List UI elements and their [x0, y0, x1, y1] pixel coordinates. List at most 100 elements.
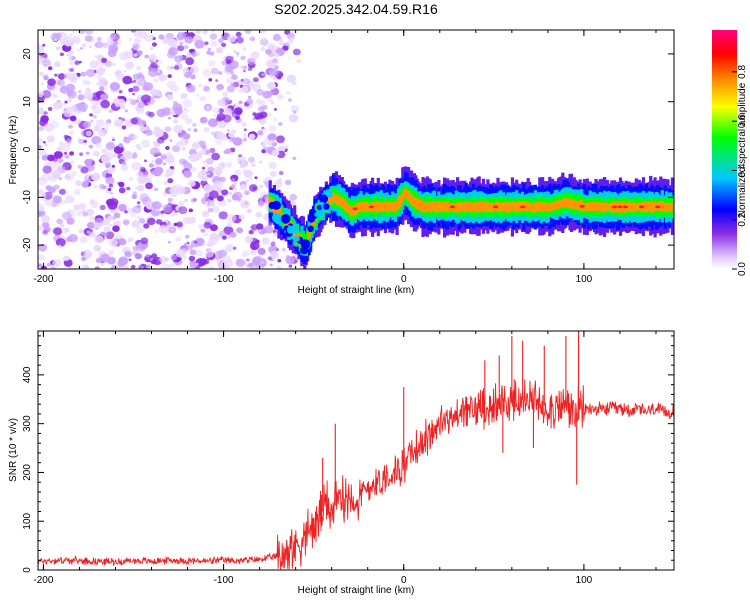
noise-blob: [190, 166, 197, 172]
noise-blob: [265, 90, 274, 97]
track-peak: [520, 205, 526, 209]
noise-blob: [75, 180, 83, 187]
noise-blob: [135, 78, 145, 87]
noise-blob: [113, 221, 117, 225]
noise-blob: [202, 166, 206, 170]
noise-blob: [217, 162, 226, 170]
noise-blob: [42, 43, 46, 47]
noise-blob: [52, 157, 58, 162]
noise-blob: [170, 213, 174, 217]
noise-blob: [202, 68, 212, 77]
noise-blob: [118, 143, 124, 148]
noise-blob: [42, 74, 49, 80]
noise-blob: [38, 149, 47, 157]
noise-blob: [78, 229, 85, 234]
noise-blob: [40, 192, 47, 198]
noise-blob: [165, 32, 174, 41]
noise-blob: [236, 227, 244, 234]
noise-blob: [55, 46, 61, 51]
noise-blob: [93, 185, 98, 189]
noise-blob: [132, 79, 137, 83]
noise-blob: [108, 44, 119, 53]
noise-blob: [63, 255, 70, 261]
noise-blob: [124, 109, 129, 113]
noise-blob: [77, 164, 83, 169]
noise-blob: [111, 164, 115, 168]
track-blob: [316, 204, 323, 211]
noise-blob: [50, 120, 59, 129]
noise-blob: [170, 38, 176, 44]
noise-blob: [169, 263, 175, 268]
noise-blob: [249, 262, 259, 269]
noise-blob: [169, 46, 175, 52]
noise-blob: [208, 200, 216, 207]
noise-blob: [91, 135, 102, 145]
noise-blob: [236, 36, 244, 44]
noise-blob: [167, 116, 172, 120]
noise-blob: [120, 164, 129, 172]
noise-blob: [205, 157, 214, 165]
noise-blob: [109, 82, 120, 91]
noise-blob: [58, 177, 63, 181]
noise-blob: [224, 259, 234, 268]
noise-blob: [158, 60, 163, 64]
noise-blob: [110, 41, 114, 44]
noise-blob: [242, 78, 250, 85]
noise-blob: [122, 161, 126, 166]
noise-blob: [226, 222, 233, 228]
noise-blob: [241, 122, 247, 127]
noise-blob: [257, 200, 265, 207]
track-cell: [672, 203, 674, 211]
noise-blob: [216, 235, 221, 240]
noise-blob: [227, 198, 231, 202]
noise-blob: [210, 40, 218, 47]
noise-blob: [190, 198, 196, 203]
noise-blob: [240, 200, 251, 209]
noise-blob: [117, 181, 121, 185]
noise-blob: [132, 205, 142, 214]
noise-blob: [60, 32, 67, 38]
noise-blob: [162, 162, 167, 166]
noise-blob: [111, 136, 115, 140]
noise-blob: [144, 34, 154, 43]
noise-blob: [162, 204, 173, 213]
noise-blob: [218, 38, 224, 44]
track-peak: [449, 205, 455, 209]
noise-blob: [137, 265, 145, 269]
noise-blob: [281, 247, 286, 252]
noise-blob: [225, 234, 231, 239]
noise-blob: [124, 266, 129, 269]
noise-blob: [173, 222, 178, 227]
noise-blob: [108, 183, 114, 188]
noise-blob: [218, 211, 228, 220]
noise-blob: [217, 98, 226, 107]
noise-blob: [66, 53, 71, 57]
noise-blob: [190, 65, 199, 74]
noise-blob: [216, 131, 225, 138]
noise-blob: [58, 158, 64, 163]
noise-blob: [113, 212, 121, 219]
noise-blob: [147, 68, 158, 78]
noise-blob: [73, 204, 81, 211]
noise-blob: [187, 128, 191, 132]
track-blob: [268, 201, 276, 210]
noise-blob: [152, 168, 162, 177]
noise-blob: [273, 117, 278, 122]
noise-blob: [77, 137, 80, 140]
noise-blob: [118, 238, 127, 246]
noise-blob: [43, 111, 48, 115]
noise-blob: [40, 115, 49, 123]
noise-blob: [164, 126, 172, 132]
noise-blob: [97, 128, 108, 137]
noise-blob: [88, 144, 94, 149]
noise-blob: [85, 87, 92, 92]
noise-blob: [244, 179, 249, 183]
noise-blob: [283, 144, 289, 150]
noise-blob: [207, 207, 213, 213]
noise-blob: [225, 266, 229, 269]
noise-blob: [42, 59, 51, 67]
noise-blob: [209, 232, 220, 242]
noise-blob: [277, 145, 286, 153]
noise-blob: [267, 133, 277, 142]
noise-blob: [278, 178, 283, 182]
